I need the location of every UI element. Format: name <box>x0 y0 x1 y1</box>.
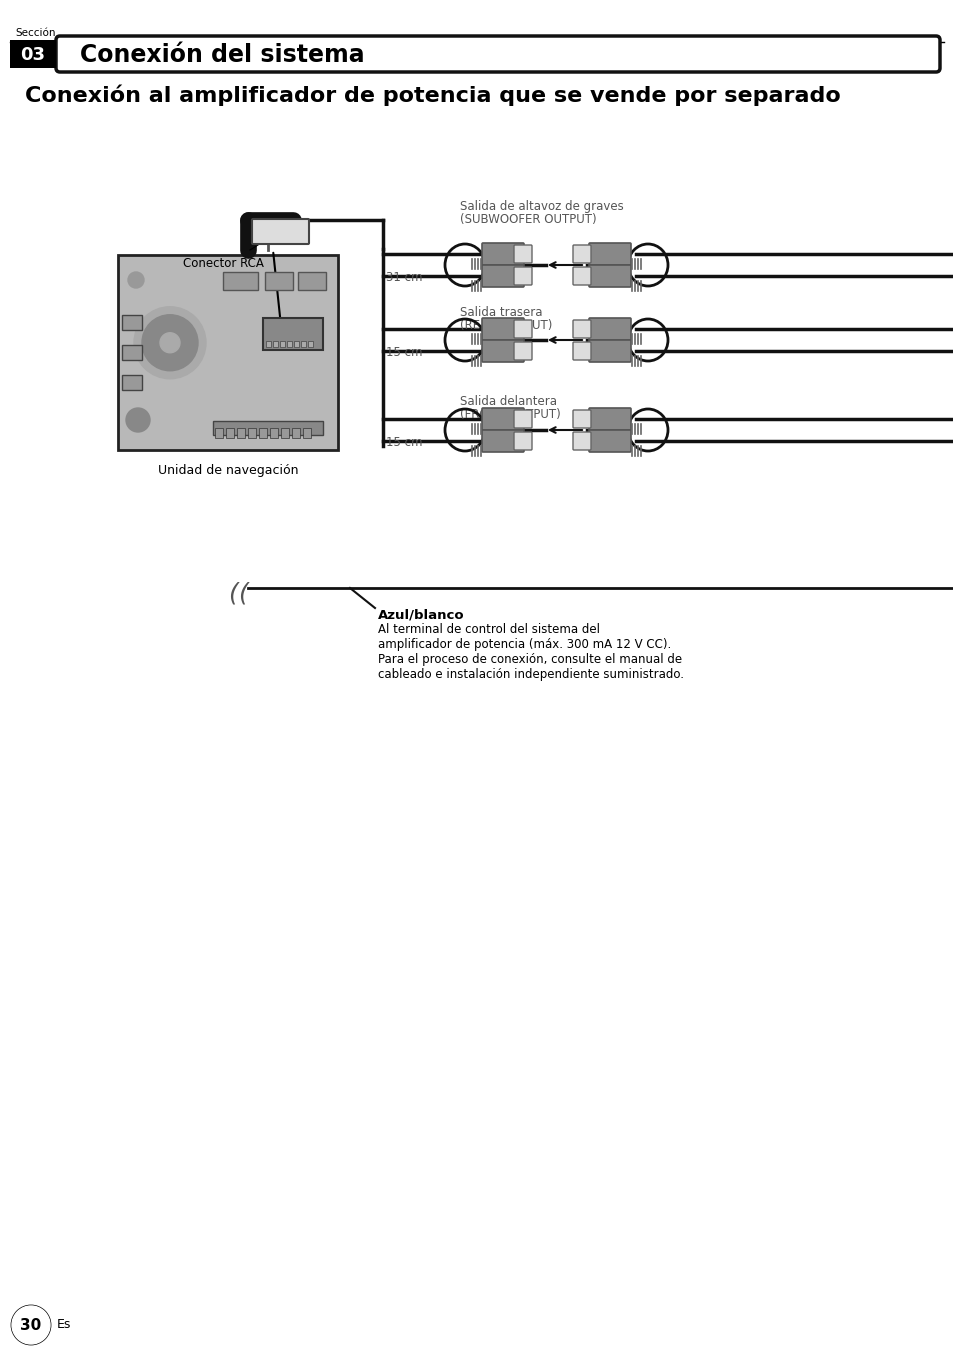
FancyBboxPatch shape <box>122 375 142 389</box>
FancyBboxPatch shape <box>303 429 311 438</box>
Text: Para el proceso de conexión, consulte el manual de: Para el proceso de conexión, consulte el… <box>377 653 681 667</box>
Text: 15 cm: 15 cm <box>386 346 422 360</box>
FancyBboxPatch shape <box>10 41 56 68</box>
Text: 30: 30 <box>20 1317 42 1333</box>
Text: Conector RCA: Conector RCA <box>183 257 264 270</box>
Text: Salida trasera: Salida trasera <box>459 306 542 319</box>
FancyBboxPatch shape <box>214 429 223 438</box>
FancyBboxPatch shape <box>481 339 523 362</box>
FancyBboxPatch shape <box>588 408 630 430</box>
FancyBboxPatch shape <box>481 318 523 339</box>
FancyBboxPatch shape <box>573 410 590 429</box>
Circle shape <box>126 408 150 433</box>
FancyBboxPatch shape <box>481 265 523 287</box>
Text: Conexión al amplificador de potencia que se vende por separado: Conexión al amplificador de potencia que… <box>25 85 840 107</box>
FancyBboxPatch shape <box>588 339 630 362</box>
FancyBboxPatch shape <box>252 219 309 243</box>
FancyBboxPatch shape <box>481 408 523 430</box>
FancyBboxPatch shape <box>118 256 337 450</box>
Text: 03: 03 <box>20 46 46 64</box>
FancyBboxPatch shape <box>258 429 267 438</box>
Text: (REAR OUTPUT): (REAR OUTPUT) <box>459 319 552 333</box>
Circle shape <box>128 272 144 288</box>
FancyBboxPatch shape <box>573 245 590 264</box>
Text: 31 cm: 31 cm <box>386 270 422 284</box>
Text: Es: Es <box>57 1318 71 1332</box>
FancyBboxPatch shape <box>588 318 630 339</box>
Circle shape <box>12 1306 50 1344</box>
FancyBboxPatch shape <box>514 320 532 338</box>
FancyBboxPatch shape <box>588 243 630 265</box>
FancyBboxPatch shape <box>56 37 939 72</box>
FancyBboxPatch shape <box>281 429 289 438</box>
FancyBboxPatch shape <box>297 272 326 289</box>
Text: (: ( <box>238 581 248 604</box>
FancyBboxPatch shape <box>301 341 306 347</box>
FancyBboxPatch shape <box>280 341 285 347</box>
FancyBboxPatch shape <box>292 429 299 438</box>
FancyBboxPatch shape <box>514 245 532 264</box>
Text: amplificador de potencia (máx. 300 mA 12 V CC).: amplificador de potencia (máx. 300 mA 12… <box>377 638 671 652</box>
FancyBboxPatch shape <box>514 433 532 450</box>
FancyBboxPatch shape <box>287 341 292 347</box>
Text: cableado e instalación independiente suministrado.: cableado e instalación independiente sum… <box>377 668 683 681</box>
FancyBboxPatch shape <box>122 345 142 360</box>
FancyBboxPatch shape <box>481 430 523 452</box>
FancyBboxPatch shape <box>573 266 590 285</box>
FancyBboxPatch shape <box>273 341 277 347</box>
Text: Salida delantera: Salida delantera <box>459 395 557 408</box>
FancyBboxPatch shape <box>213 420 323 435</box>
FancyBboxPatch shape <box>122 315 142 330</box>
FancyBboxPatch shape <box>294 341 298 347</box>
FancyBboxPatch shape <box>266 341 271 347</box>
FancyBboxPatch shape <box>588 265 630 287</box>
Text: Al terminal de control del sistema del: Al terminal de control del sistema del <box>377 623 599 635</box>
Text: Unidad de navegación: Unidad de navegación <box>157 464 298 477</box>
FancyBboxPatch shape <box>236 429 245 438</box>
FancyBboxPatch shape <box>588 430 630 452</box>
FancyBboxPatch shape <box>481 243 523 265</box>
Text: Azul/blanco: Azul/blanco <box>377 608 464 621</box>
FancyBboxPatch shape <box>223 272 257 289</box>
FancyBboxPatch shape <box>248 429 255 438</box>
FancyBboxPatch shape <box>270 429 277 438</box>
FancyBboxPatch shape <box>226 429 233 438</box>
Text: (FRONT OUTPUT): (FRONT OUTPUT) <box>459 408 560 420</box>
FancyBboxPatch shape <box>514 266 532 285</box>
Text: 15 cm: 15 cm <box>386 435 422 449</box>
Text: Sección: Sección <box>15 28 55 38</box>
FancyBboxPatch shape <box>514 410 532 429</box>
Circle shape <box>133 307 206 379</box>
Text: (: ( <box>228 581 237 604</box>
FancyBboxPatch shape <box>265 272 293 289</box>
FancyBboxPatch shape <box>573 342 590 360</box>
Circle shape <box>142 315 198 370</box>
FancyBboxPatch shape <box>263 318 323 350</box>
Circle shape <box>160 333 180 353</box>
Text: Conexión del sistema: Conexión del sistema <box>80 43 364 68</box>
Text: Salida de altavoz de graves: Salida de altavoz de graves <box>459 200 623 214</box>
Text: (SUBWOOFER OUTPUT): (SUBWOOFER OUTPUT) <box>459 214 596 226</box>
FancyBboxPatch shape <box>308 341 313 347</box>
FancyBboxPatch shape <box>573 320 590 338</box>
FancyBboxPatch shape <box>573 433 590 450</box>
FancyBboxPatch shape <box>514 342 532 360</box>
